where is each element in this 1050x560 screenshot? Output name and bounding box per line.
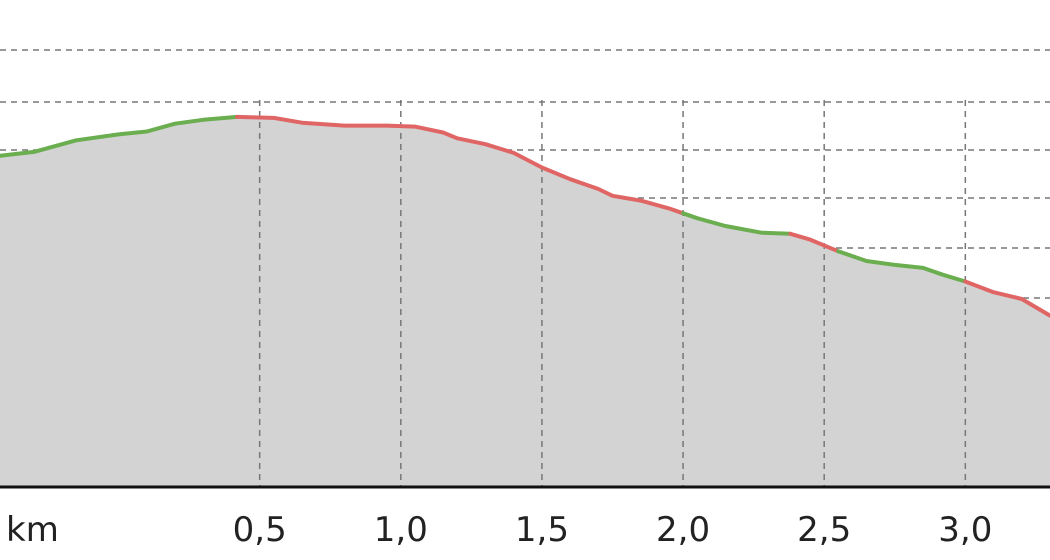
x-tick-label: 1,5 [515,510,569,550]
vertical-gridlines [258,100,967,487]
x-tick-label: 0,5 [233,510,287,550]
ascent-segment [0,114,240,158]
elevation-area-fill [0,116,1050,488]
descent-segment [963,279,1050,318]
x-tick-label: 2,0 [656,510,710,550]
x-tick-labels: 0,5 1,0 1,5 2,0 2,5 3,0 [233,510,993,550]
x-tick-label: 2,5 [797,510,851,550]
elevation-profile-line [0,114,1050,318]
x-unit-label: km [6,510,59,550]
descent-segment [788,231,841,254]
ascent-segment [681,211,793,236]
x-tick-label: 3,0 [938,510,992,550]
x-tick-label: 1,0 [374,510,428,550]
ascent-segment [836,249,968,284]
descent-segment [235,114,686,216]
